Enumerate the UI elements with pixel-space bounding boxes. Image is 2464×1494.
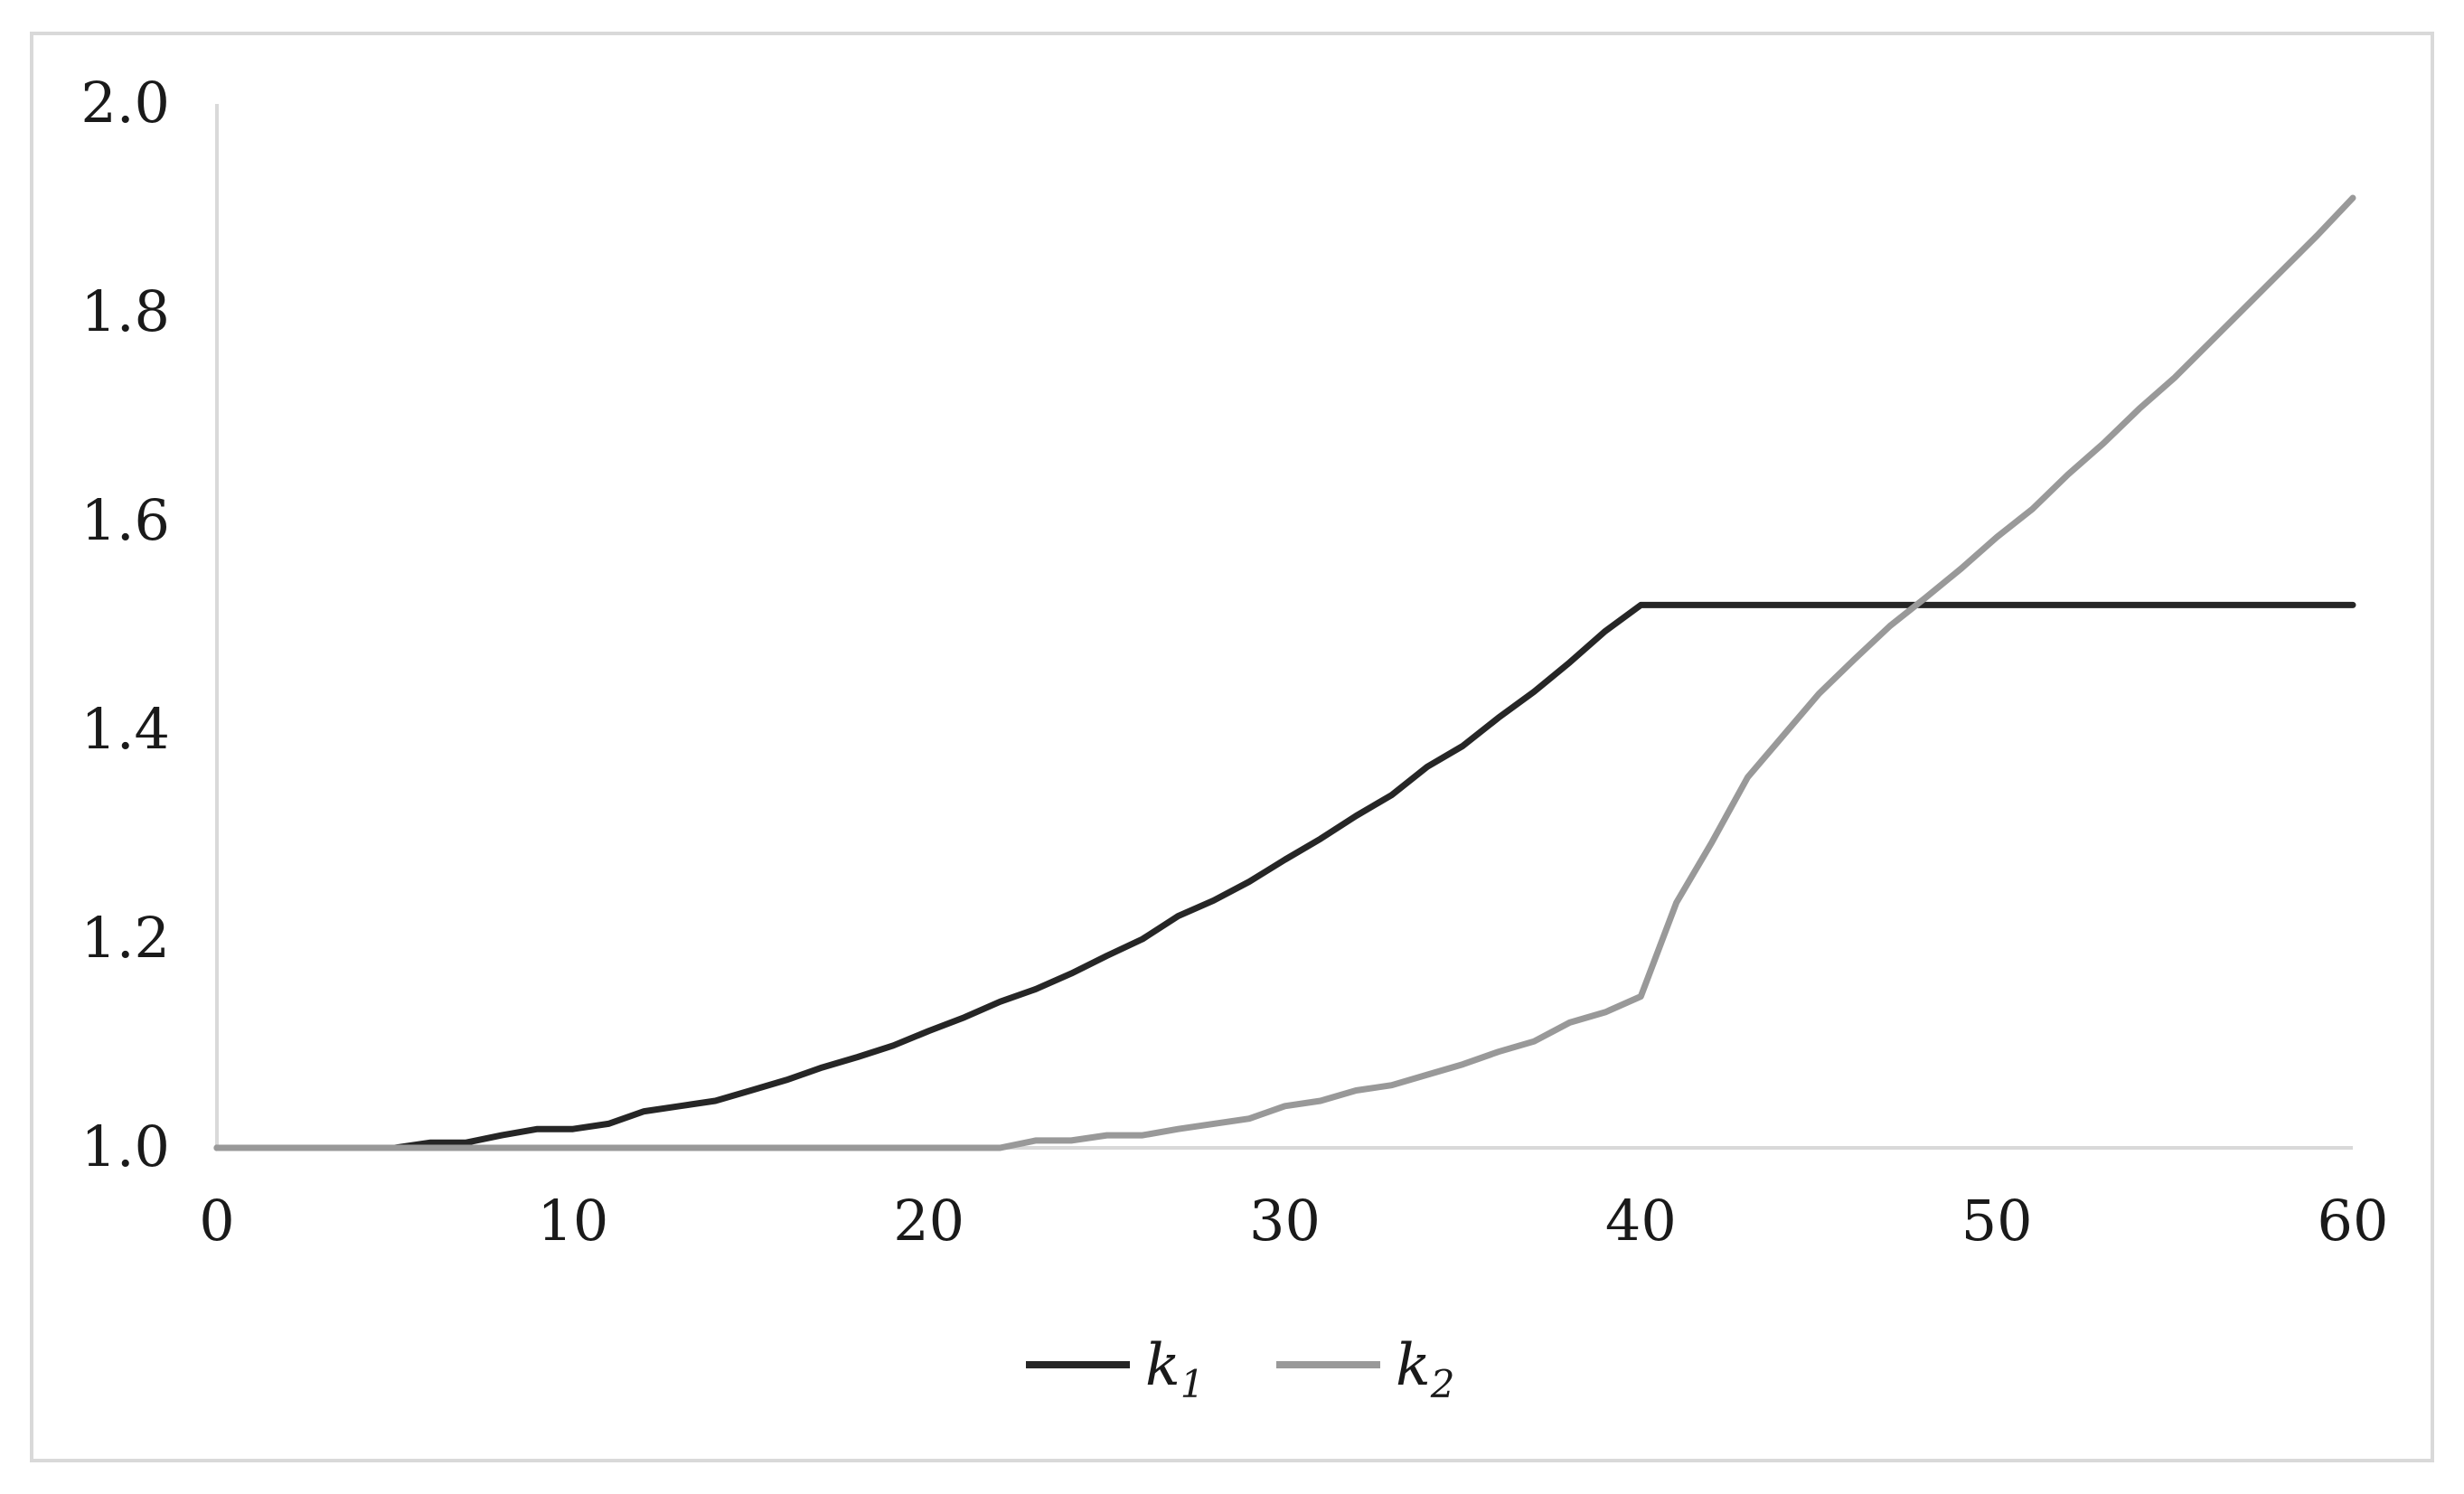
x-tick-label: 40 (1605, 1188, 1677, 1254)
legend-label: k1 (1145, 1332, 1205, 1406)
y-tick-label: 1.2 (80, 905, 170, 971)
legend-item-k2: k2 (1276, 1332, 1455, 1406)
x-tick-label: 20 (893, 1188, 964, 1254)
series-line-k2 (213, 194, 2356, 1151)
x-tick-label: 10 (537, 1188, 608, 1254)
chart-frame (30, 32, 2434, 1462)
x-tick-label: 0 (199, 1188, 234, 1254)
x-tick-label: 60 (2318, 1188, 2389, 1254)
series-line-k1 (213, 601, 2356, 1151)
y-tick-label: 1.4 (80, 696, 170, 762)
y-tick-label: 1.8 (80, 278, 170, 344)
y-tick-label: 2.0 (80, 70, 170, 136)
y-tick-label: 1.0 (80, 1113, 170, 1179)
y-tick-label: 1.6 (80, 487, 170, 553)
x-tick-label: 30 (1249, 1188, 1321, 1254)
legend-label: k2 (1396, 1332, 1455, 1406)
legend-item-k1: k1 (1026, 1332, 1205, 1406)
x-tick-label: 50 (1961, 1188, 2033, 1254)
